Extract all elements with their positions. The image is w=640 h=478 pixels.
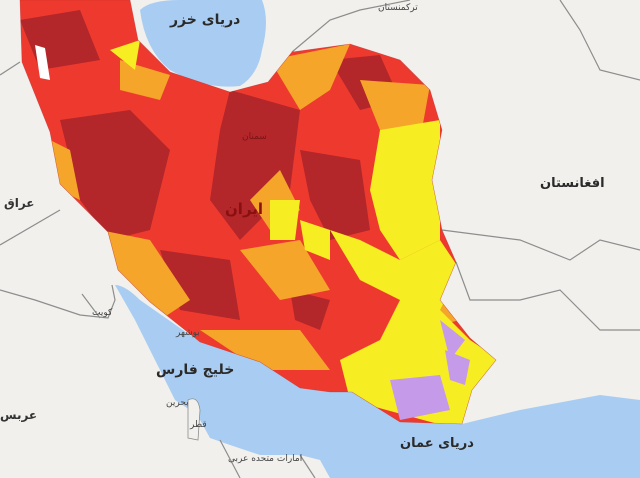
label-oman-sea: دریای عمان bbox=[400, 436, 474, 451]
label-semnan: سمنان bbox=[242, 132, 267, 142]
label-saudi-arabia: عربس bbox=[0, 408, 38, 422]
label-iran: ایران bbox=[225, 200, 264, 218]
label-kuwait: کویت bbox=[92, 308, 113, 318]
label-caspian-sea: دریای خزر bbox=[170, 12, 241, 28]
label-uae: امارات متحده عربی bbox=[228, 454, 303, 464]
label-bahrain: بحرین bbox=[166, 398, 189, 408]
label-persian-gulf: خلیج فارس bbox=[156, 362, 235, 378]
caspian-sea bbox=[140, 0, 266, 87]
label-iraq: عراق bbox=[4, 196, 35, 210]
label-afghanistan: افغانستان bbox=[540, 176, 605, 191]
label-turkmenistan: ترکمنستان bbox=[378, 3, 418, 13]
persian-gulf bbox=[115, 285, 640, 478]
label-bushehr: بوشهر bbox=[176, 328, 200, 338]
label-qatar: قطر bbox=[190, 420, 207, 430]
qatar-land bbox=[187, 398, 201, 441]
